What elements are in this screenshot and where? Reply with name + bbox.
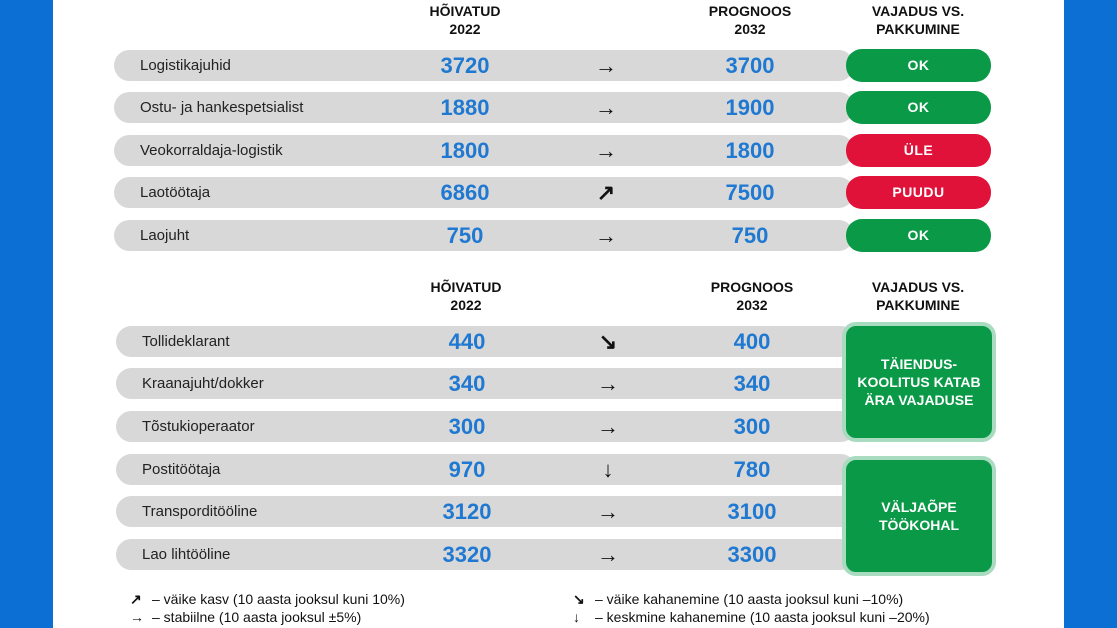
header-forecast-year: 2032 [736,297,768,313]
header-employed-year: 2022 [450,297,482,313]
occupation-label: Laotöötaja [140,184,211,201]
occupation-label: Tõstukioperaator [142,418,255,435]
header-need-subtitle: PAKKUMINE [876,21,960,37]
occupation-label: Kraanajuht/dokker [142,375,264,392]
employed-value: 970 [448,457,486,482]
forecast-value: 3300 [727,542,777,567]
header-forecast-title: PROGNOOS [710,279,794,295]
legend-glyph: → [130,609,144,625]
occupation-label: Postitöötaja [142,461,221,478]
legend-item: ↗ – väike kasv (10 aasta jooksul kuni 10%… [130,590,405,608]
header-employed-title: HÕIVATUD [429,3,501,19]
group-box-onjob: VÄLJAÕPE TÖÖKOHAL [842,456,996,576]
header-forecast-1: PROGNOOS 2032 [670,2,830,38]
header-forecast-year: 2032 [734,21,766,37]
trend-arrow-icon: → [597,414,619,439]
legend-glyph: ↓ [573,609,580,625]
occupation-label: Logistikajuhid [140,57,231,74]
header-forecast-2: PROGNOOS 2032 [672,278,832,314]
status-badge: PUUDU [846,176,991,209]
header-employed-year: 2022 [449,21,481,37]
occupation-label: Tollideklarant [142,333,230,350]
header-need-subtitle: PAKKUMINE [876,297,960,313]
trend-arrow-icon: → [595,138,617,163]
occupation-label: Ostu- ja hankespetsialist [140,99,304,116]
header-need-2: VAJADUS VS. PAKKUMINE [838,278,998,314]
table-row [116,368,856,399]
legend-item: → – stabiilne (10 aasta jooksul ±5%) [130,608,361,626]
trend-arrow-icon: → [595,95,617,120]
table-row [116,326,856,357]
legend-text: – väike kasv (10 aasta jooksul kuni 10%) [152,591,405,607]
occupation-label: Transporditööline [142,503,258,520]
table-row [116,454,856,485]
table-row [116,496,856,527]
header-need-title: VAJADUS VS. [871,3,965,19]
forecast-value: 750 [731,223,769,248]
table-row [116,411,856,442]
status-badge: OK [846,219,991,252]
forecast-value: 780 [733,457,771,482]
forecast-value: 3700 [725,53,775,78]
occupation-label: Lao lihtööline [142,546,231,563]
group-box-training: TÄIENDUS-KOOLITUS KATAB ÄRA VAJADUSE [842,322,996,442]
trend-arrow-icon: ↗ [596,180,616,205]
header-employed-1: HÕIVATUD 2022 [385,2,545,38]
forecast-value: 300 [733,414,771,439]
employed-value: 3120 [442,499,492,524]
legend-glyph: ↘ [573,591,585,607]
table-row [114,135,854,166]
trend-arrow-icon: → [595,53,617,78]
trend-arrow-icon: → [597,542,619,567]
employed-value: 300 [448,414,486,439]
table-row [114,92,854,123]
trend-arrow-icon: → [597,499,619,524]
header-employed-2: HÕIVATUD 2022 [386,278,546,314]
header-forecast-title: PROGNOOS [708,3,792,19]
occupation-label: Laojuht [140,227,190,244]
forecast-value: 7500 [725,180,775,205]
legend-glyph: ↗ [130,591,142,607]
table-row [114,177,854,208]
legend-text: – stabiilne (10 aasta jooksul ±5%) [152,609,362,625]
forecast-value: 400 [733,329,771,354]
trend-arrow-icon: ↓ [602,457,614,482]
legend-item: ↘ – väike kahanemine (10 aasta jooksul ku… [573,590,903,608]
employed-value: 1800 [440,138,490,163]
header-employed-title: HÕIVATUD [430,279,502,295]
forecast-value: 340 [733,371,771,396]
employed-value: 3720 [440,53,490,78]
employed-value: 1880 [440,95,490,120]
forecast-value: 3100 [727,499,777,524]
trend-arrow-icon: → [595,223,617,248]
legend-text: – keskmine kahanemine (10 aasta jooksul … [595,609,930,625]
table-row [114,50,854,81]
employed-value: 440 [448,329,486,354]
legend-item: ↓ – keskmine kahanemine (10 aasta jooksul… [573,608,930,626]
employed-value: 340 [448,371,486,396]
status-badge: ÜLE [846,134,991,167]
employed-value: 6860 [440,180,490,205]
status-badge: OK [846,91,991,124]
forecast-value: 1800 [725,138,775,163]
legend-text: – väike kahanemine (10 aasta jooksul kun… [595,591,904,607]
employed-value: 3320 [442,542,492,567]
trend-arrow-icon: ↘ [598,329,618,354]
header-need-1: VAJADUS VS. PAKKUMINE [838,2,998,38]
table-row [116,539,856,570]
group-box-training-text: TÄIENDUS-KOOLITUS KATAB ÄRA VAJADUSE [857,356,981,408]
trend-arrow-icon: → [597,371,619,396]
table-row [114,220,854,251]
group-box-onjob-text: VÄLJAÕPE TÖÖKOHAL [878,499,960,533]
occupation-label: Veokorraldaja-logistik [140,142,283,159]
header-need-title: VAJADUS VS. [871,279,965,295]
status-badge: OK [846,49,991,82]
forecast-value: 1900 [725,95,775,120]
employed-value: 750 [446,223,484,248]
